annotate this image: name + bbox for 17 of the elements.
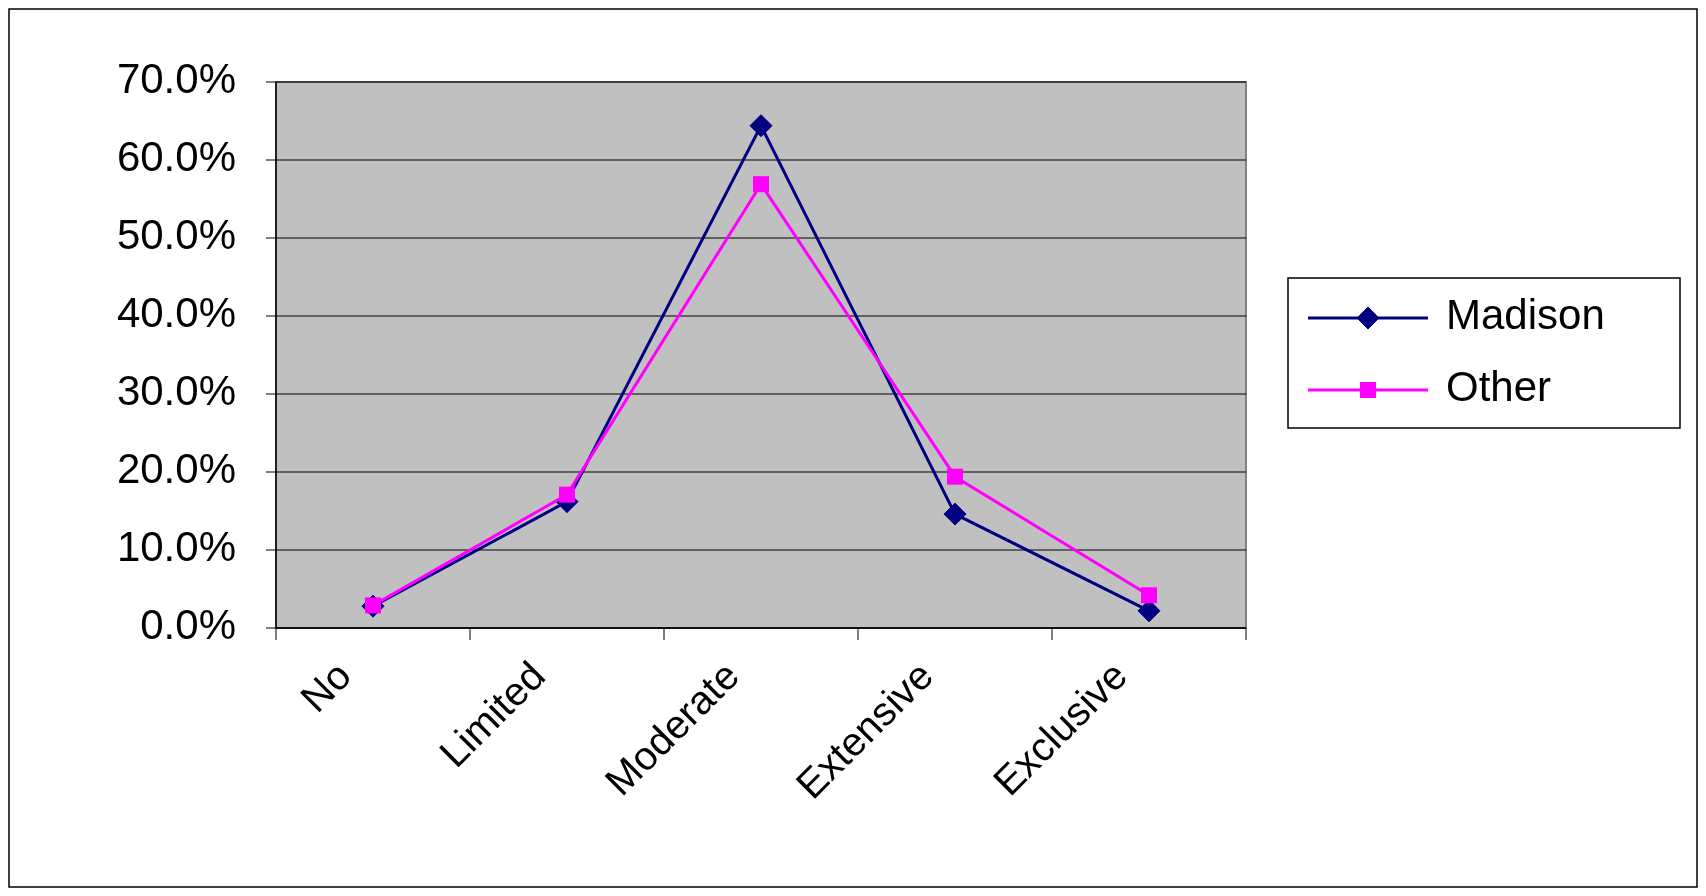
point: [753, 176, 769, 193]
y-tick-label: 70.0%: [116, 55, 236, 103]
y-tick-label: 60.0%: [116, 133, 236, 181]
point: [749, 114, 773, 138]
y-tick-label: 20.0%: [116, 445, 236, 493]
y-tick-label: 10.0%: [116, 523, 236, 571]
point: [947, 468, 963, 485]
legend-label: Madison: [1446, 291, 1605, 339]
point: [943, 502, 967, 526]
y-tick-label: 50.0%: [116, 211, 236, 259]
legend-label: Other: [1446, 363, 1552, 411]
y-tick-label: 30.0%: [116, 367, 236, 415]
x-tick-label: No: [291, 652, 360, 721]
point: [559, 486, 575, 503]
point: [1141, 587, 1157, 604]
y-tick-label: 0.0%: [140, 601, 236, 649]
y-tick-label: 40.0%: [116, 289, 236, 337]
